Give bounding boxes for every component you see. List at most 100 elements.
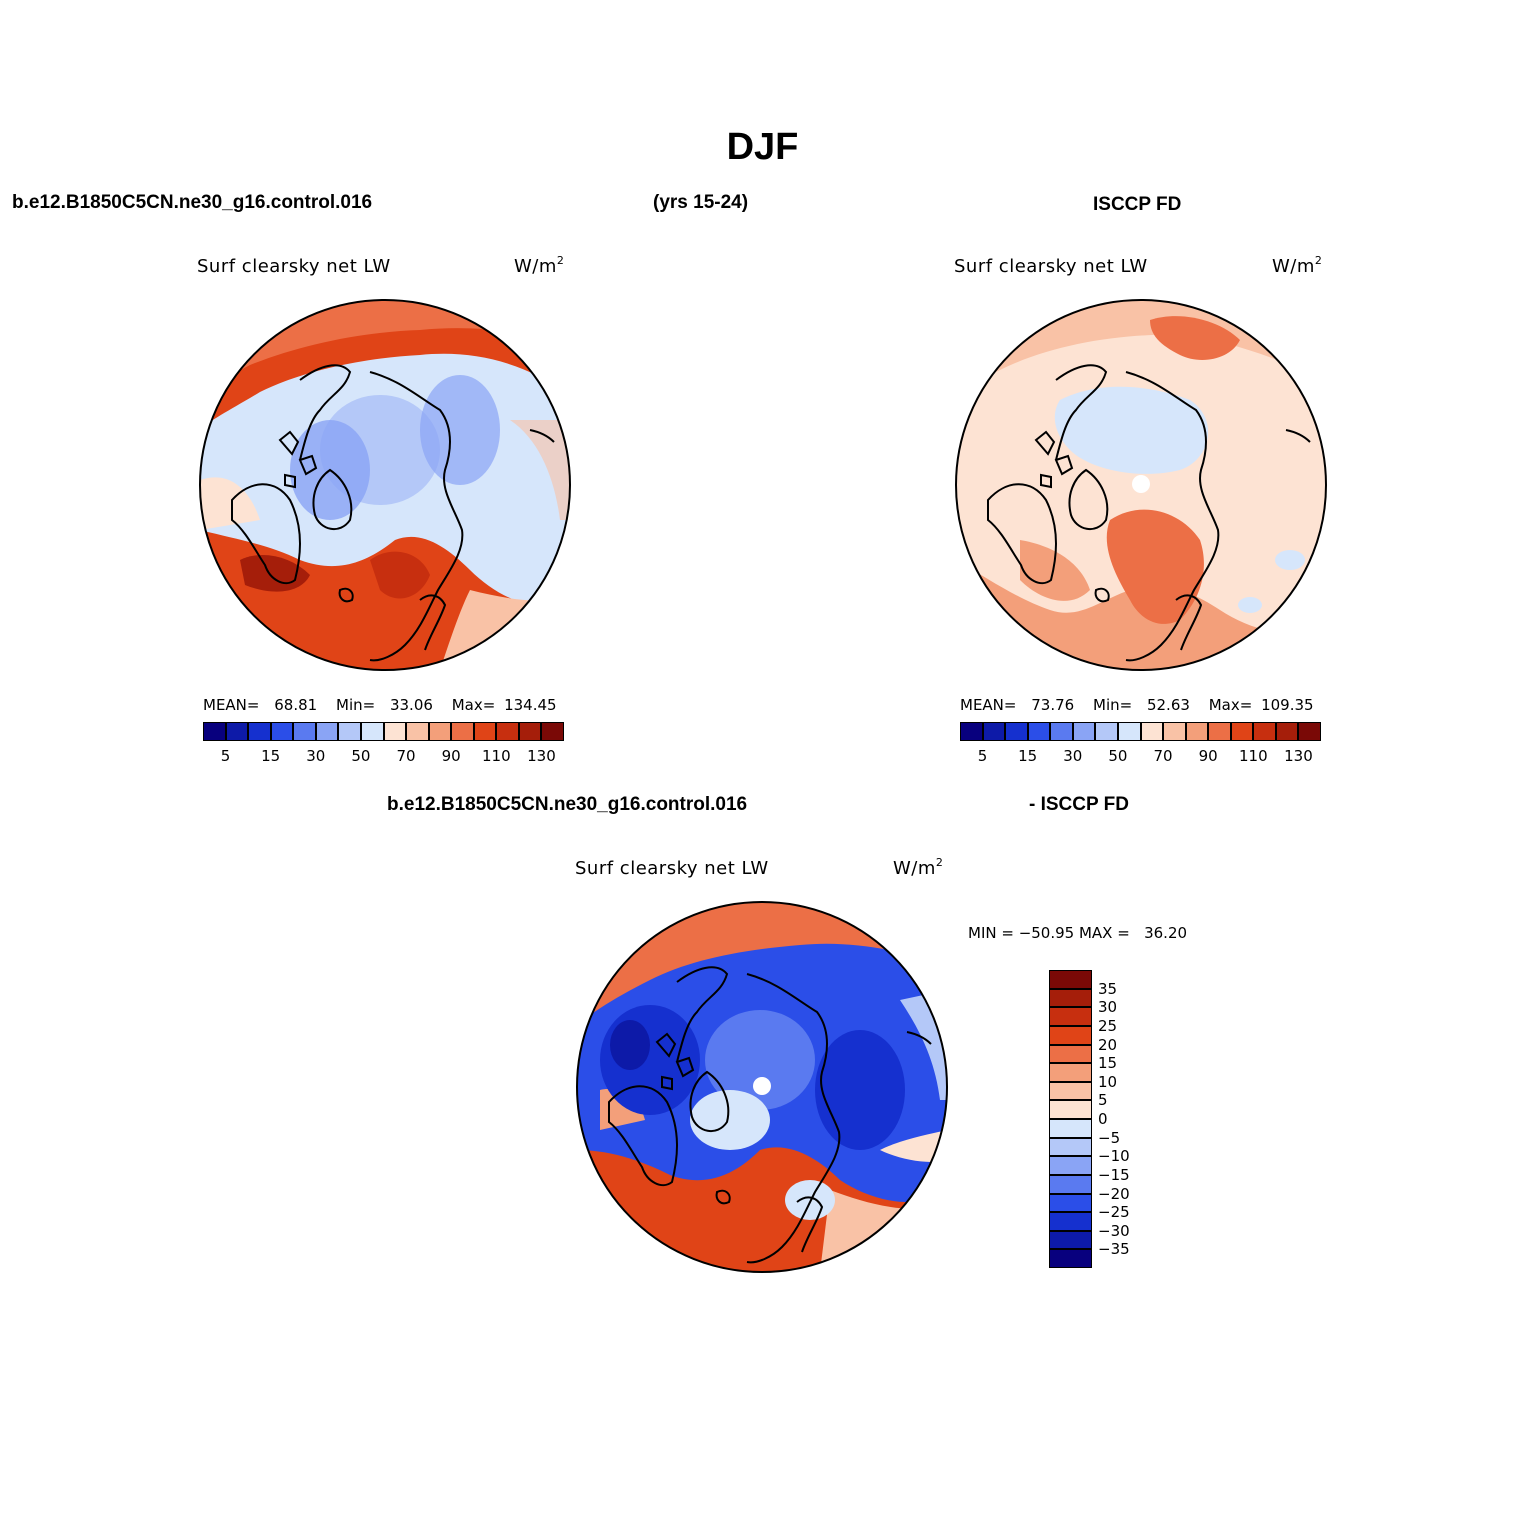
- colorbar-box: [1049, 1025, 1092, 1045]
- colorbar-box: [1027, 722, 1051, 741]
- colorbar-tick-label: −20: [1098, 1184, 1130, 1203]
- colorbar-box: [1163, 722, 1186, 741]
- colorbar-box: [360, 722, 384, 741]
- obs-colorbar-labels: 5 15 30 50 70 90 110 130: [960, 747, 1321, 767]
- colorbar-box: [406, 722, 429, 741]
- colorbar-box: [1049, 1249, 1092, 1268]
- colorbar-box: [1208, 722, 1231, 741]
- colorbar-tick-label: −15: [1098, 1165, 1130, 1184]
- obs-field-title: Surf clearsky net LW: [954, 256, 1148, 277]
- colorbar-box: [1298, 722, 1321, 741]
- colorbar-box: [1049, 1007, 1092, 1026]
- colorbar-tick-label: 30: [306, 747, 326, 765]
- colorbar-tick-label: 30: [1098, 998, 1118, 1017]
- obs-max-value: 109.35: [1261, 696, 1314, 714]
- colorbar-box: [248, 722, 271, 741]
- model-colorbar: [203, 722, 564, 741]
- model-max-label: Max=: [451, 696, 496, 714]
- model-mean-label: MEAN=: [203, 696, 260, 714]
- colorbar-box: [1095, 722, 1118, 741]
- colorbar-tick-label: −30: [1098, 1221, 1130, 1240]
- model-colorbar-labels: 5 15 30 50 70 90 110 130: [203, 747, 564, 767]
- colorbar-box: [982, 722, 1006, 741]
- model-mean-value: 68.81: [274, 696, 318, 714]
- obs-max-label: Max=: [1208, 696, 1253, 714]
- obs-stats: MEAN= 73.76 Min= 52.63 Max= 109.35: [960, 696, 1314, 714]
- colorbar-box: [451, 722, 474, 741]
- years-label: (yrs 15-24): [653, 192, 749, 213]
- colorbar-tick-label: 5: [220, 747, 231, 765]
- colorbar-box: [1253, 722, 1276, 741]
- colorbar-tick-label: −25: [1098, 1203, 1130, 1222]
- colorbar-box: [293, 722, 316, 741]
- colorbar-box: [1275, 722, 1299, 741]
- colorbar-tick-label: 50: [1108, 747, 1128, 765]
- colorbar-box: [1049, 988, 1092, 1008]
- model-units-text: W/m: [514, 256, 557, 277]
- obs-mean-label: MEAN=: [960, 696, 1017, 714]
- diff-obs-name-label: - ISCCP FD: [1029, 794, 1129, 815]
- diff-minmax: MIN = −50.95 MAX = 36.20: [968, 924, 1188, 942]
- colorbar-tick-label: 70: [396, 747, 416, 765]
- obs-units: W/m2: [1272, 254, 1322, 277]
- model-min-label: Min=: [336, 696, 376, 714]
- obs-mean-value: 73.76: [1031, 696, 1075, 714]
- colorbar-box: [1005, 722, 1028, 741]
- model-units-sup: 2: [556, 254, 565, 267]
- colorbar-tick-label: 15: [261, 747, 281, 765]
- colorbar-box: [270, 722, 294, 741]
- colorbar-tick-label: 90: [1198, 747, 1218, 765]
- colorbar-box: [383, 722, 407, 741]
- colorbar-tick-label: 30: [1063, 747, 1083, 765]
- colorbar-box: [1049, 1193, 1092, 1213]
- colorbar-box: [960, 722, 983, 741]
- colorbar-tick-label: −35: [1098, 1240, 1130, 1259]
- colorbar-tick-label: 110: [481, 747, 511, 765]
- colorbar-tick-label: 20: [1098, 1035, 1118, 1054]
- obs-min-value: 52.63: [1146, 696, 1190, 714]
- diff-field-title: Surf clearsky net LW: [575, 858, 769, 879]
- diff-colorbar-labels: 35 30 25 20 15 10 5 0 −5 −10 −15 −20 −25 −30 −35: [1096, 970, 1156, 1268]
- colorbar-tick-label: 110: [1238, 747, 1268, 765]
- diff-colorbar: [1049, 970, 1092, 1268]
- model-min-value: 33.06: [389, 696, 433, 714]
- colorbar-box: [1230, 722, 1254, 741]
- diff-units-sup: 2: [935, 856, 944, 869]
- colorbar-box: [1072, 722, 1096, 741]
- diff-units: W/m2: [893, 856, 944, 879]
- colorbar-tick-label: 50: [351, 747, 371, 765]
- colorbar-box: [1049, 1063, 1092, 1082]
- colorbar-box: [1185, 722, 1209, 741]
- colorbar-tick-label: 5: [1098, 1091, 1108, 1110]
- obs-units-text: W/m: [1272, 256, 1315, 277]
- obs-colorbar: [960, 722, 1321, 741]
- colorbar-box: [1049, 1081, 1092, 1101]
- colorbar-box: [1049, 1174, 1092, 1194]
- colorbar-box: [1049, 970, 1092, 989]
- colorbar-box: [1050, 722, 1073, 741]
- colorbar-box: [203, 722, 226, 741]
- colorbar-box: [473, 722, 497, 741]
- diff-case-name-label: b.e12.B1850C5CN.ne30_g16.control.016: [387, 794, 748, 815]
- colorbar-box: [1049, 1156, 1092, 1175]
- colorbar-tick-label: 5: [977, 747, 988, 765]
- colorbar-tick-label: −10: [1098, 1147, 1130, 1166]
- colorbar-box: [1140, 722, 1164, 741]
- colorbar-tick-label: 90: [441, 747, 461, 765]
- obs-name-label: ISCCP FD: [1093, 194, 1182, 215]
- colorbar-box: [1049, 1137, 1092, 1157]
- obs-min-label: Min=: [1093, 696, 1133, 714]
- model-field-title: Surf clearsky net LW: [197, 256, 391, 277]
- colorbar-tick-label: 130: [527, 747, 556, 765]
- colorbar-tick-label: 15: [1098, 1054, 1118, 1073]
- colorbar-box: [1049, 1230, 1092, 1250]
- colorbar-box: [1049, 1212, 1092, 1231]
- model-units: W/m2: [514, 254, 565, 277]
- page-title: DJF: [726, 126, 799, 168]
- colorbar-tick-label: 35: [1098, 979, 1118, 998]
- colorbar-tick-label: 130: [1284, 747, 1313, 765]
- colorbar-box: [1049, 1100, 1092, 1119]
- case-name-label: b.e12.B1850C5CN.ne30_g16.control.016: [12, 192, 373, 213]
